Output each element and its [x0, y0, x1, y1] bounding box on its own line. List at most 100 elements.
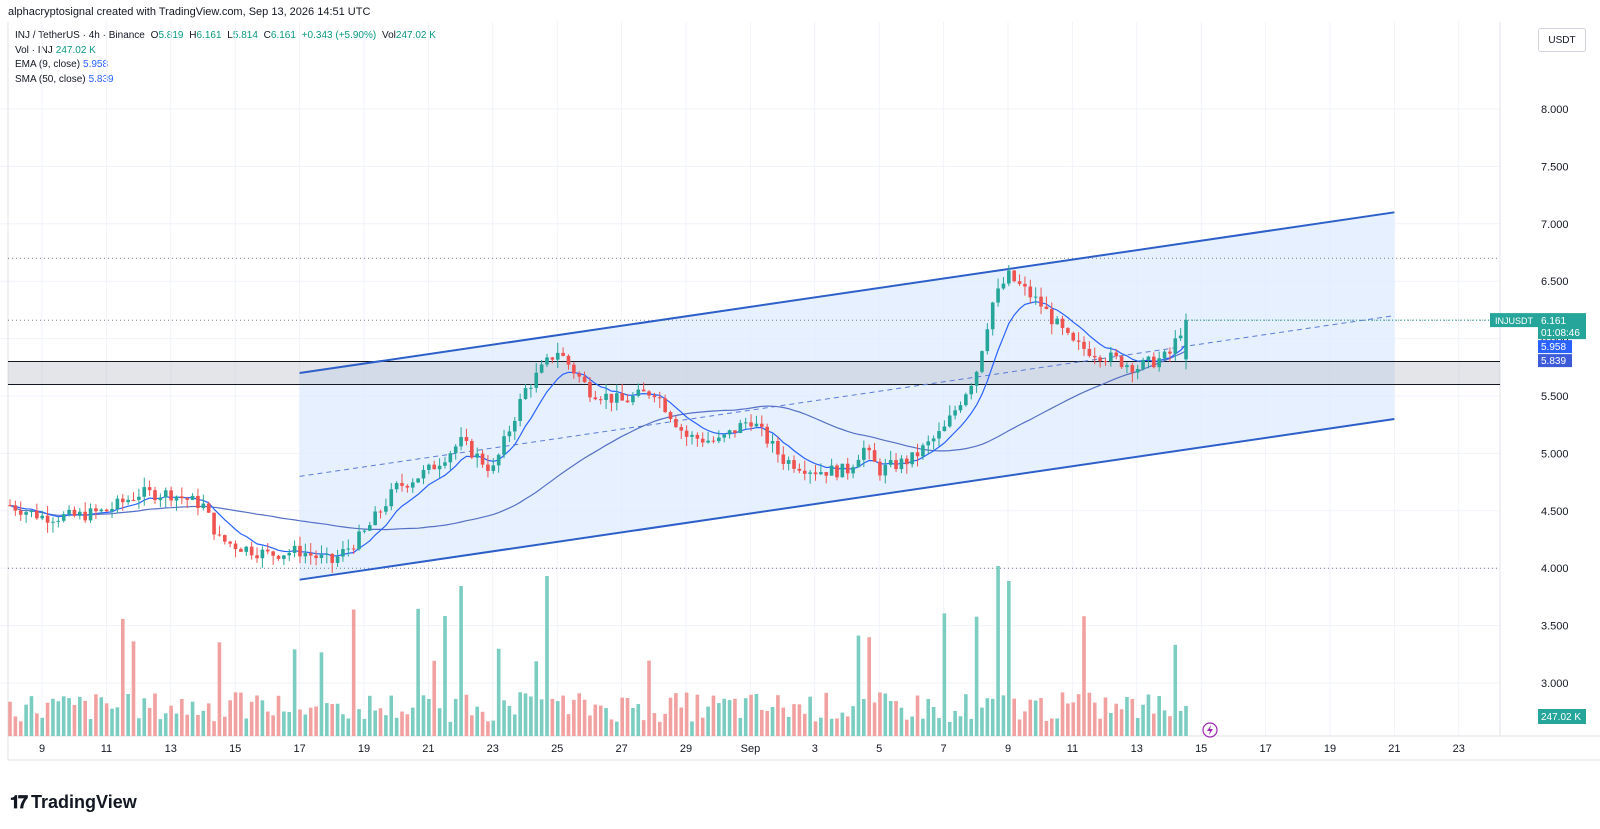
volume-bar: [378, 708, 383, 736]
price-tick-label: 5.500: [1541, 391, 1569, 403]
candle: [1060, 318, 1065, 329]
currency-unit-button[interactable]: USDT: [1538, 28, 1586, 52]
volume-bar: [308, 707, 313, 736]
candle: [99, 509, 104, 512]
candle: [727, 430, 732, 435]
sma-price-box: [1538, 354, 1572, 368]
symbol-title[interactable]: INJ / TetherUS · 4h · Binance: [15, 30, 145, 41]
candle: [631, 395, 635, 403]
volume-bar: [518, 692, 522, 736]
volume-bar: [51, 698, 55, 736]
candle: [421, 469, 426, 479]
volume-bar: [539, 699, 544, 736]
volume-bar: [529, 696, 533, 736]
volume-bar: [120, 618, 125, 736]
volume-bar: [443, 616, 447, 736]
candle: [206, 503, 211, 513]
last-price-label: 6.161: [1541, 316, 1566, 327]
volume-bar: [29, 696, 34, 736]
volume-bar: [700, 717, 705, 736]
candle: [792, 460, 796, 469]
candle: [384, 506, 388, 512]
volume-bar: [555, 701, 560, 736]
last-price-box: [1538, 313, 1586, 340]
candle: [1103, 361, 1108, 363]
candle: [394, 483, 399, 490]
candle: [303, 553, 308, 557]
volume-bar: [776, 695, 780, 736]
candle: [351, 548, 356, 550]
candle: [518, 399, 522, 421]
time-tick-label: 21: [422, 743, 434, 755]
candle: [985, 329, 990, 352]
candle: [915, 452, 920, 457]
volume-bar: [507, 705, 512, 736]
candle: [760, 423, 764, 427]
volume-bar: [1146, 694, 1151, 736]
candle: [652, 395, 657, 398]
time-tick-label: 5: [876, 743, 882, 755]
price-tick-label: 6.500: [1541, 276, 1569, 288]
candle: [464, 437, 469, 441]
legend-ema[interactable]: EMA (9, close) 5.958: [15, 59, 109, 70]
volume-bar: [808, 696, 812, 736]
candle: [840, 463, 845, 478]
candle: [137, 496, 141, 500]
volume-bar: [829, 718, 834, 736]
volume-bar: [572, 699, 576, 736]
volume-bar: [239, 692, 243, 736]
volume-bar: [115, 707, 120, 736]
legend-sma[interactable]: SMA (50, close) 5.839: [15, 73, 114, 85]
candle: [120, 498, 125, 503]
volume-bar: [1141, 704, 1145, 736]
candle: [427, 464, 431, 470]
candle: [1033, 296, 1038, 298]
candle: [239, 549, 243, 552]
legend-volume[interactable]: Vol · INJ 247.02 K: [15, 44, 96, 56]
volume-bar: [325, 703, 329, 736]
volume-bar: [1109, 712, 1113, 736]
volume-bar: [985, 698, 990, 736]
time-tick-label: 17: [293, 743, 305, 755]
candle: [249, 546, 254, 556]
volume-bar: [974, 616, 979, 736]
candle: [722, 434, 727, 438]
candle: [502, 436, 506, 455]
time-tick-label: Sep: [741, 743, 761, 755]
candle: [126, 499, 130, 503]
volume-bar: [1049, 718, 1054, 736]
time-tick-label: 11: [101, 743, 112, 755]
candle: [325, 553, 329, 555]
candle: [180, 496, 184, 499]
candle: [330, 553, 334, 563]
volume-bar: [577, 693, 582, 736]
candle: [964, 394, 968, 406]
volume-bars: [8, 566, 1188, 736]
candle: [641, 389, 646, 392]
candle: [459, 437, 463, 447]
time-tick-label: 19: [1324, 743, 1336, 755]
candle: [1173, 338, 1178, 354]
volume-bar: [437, 708, 442, 736]
candle: [845, 463, 850, 474]
candle: [491, 465, 496, 471]
volume-bar: [512, 714, 517, 736]
candle: [738, 423, 743, 433]
volume-bar: [196, 714, 200, 736]
volume-bar: [475, 706, 479, 736]
candle: [271, 551, 275, 556]
time-tick-label: 19: [358, 743, 370, 755]
candle: [856, 459, 861, 468]
volume-bar: [88, 719, 93, 736]
volume-bar: [99, 697, 104, 736]
candle: [346, 548, 351, 550]
lightning-icon[interactable]: [1202, 722, 1218, 738]
volume-bar: [351, 609, 356, 736]
candle: [781, 454, 786, 464]
time-tick-label: 11: [1067, 743, 1078, 755]
volume-bar: [921, 718, 925, 736]
candle: [904, 458, 909, 465]
volume-bar: [346, 718, 351, 736]
